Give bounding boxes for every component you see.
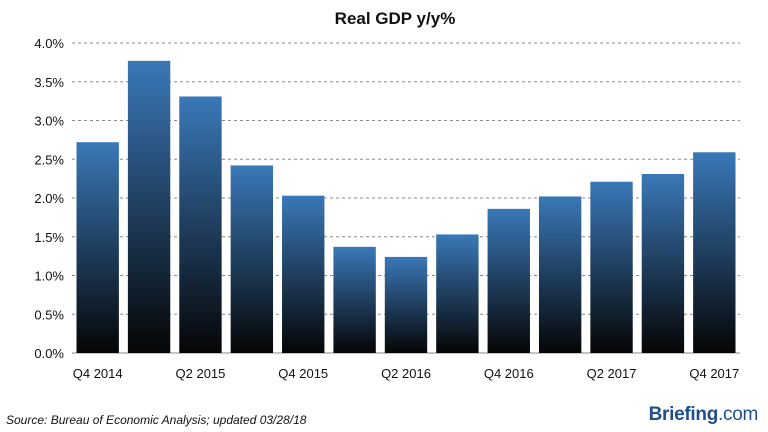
brand-main: Briefing bbox=[648, 404, 719, 425]
x-tick-label: Q4 2014 bbox=[73, 366, 123, 381]
bar: Q3 2015 bbox=[230, 165, 274, 353]
y-tick-label: 0.0% bbox=[34, 346, 64, 361]
bar: Q1 2015 bbox=[127, 60, 171, 353]
y-tick-label: 0.5% bbox=[34, 307, 64, 322]
bar: Q3 2016 bbox=[436, 234, 479, 353]
y-tick-label: 2.0% bbox=[34, 191, 64, 206]
x-tick-label: Q4 2017 bbox=[689, 366, 739, 381]
briefing-logo: Briefing.com bbox=[648, 404, 759, 426]
y-tick-label: 3.5% bbox=[34, 75, 64, 90]
y-tick-label: 3.0% bbox=[34, 114, 64, 129]
bar: Q2 2015 bbox=[179, 96, 222, 353]
y-tick-label: 2.5% bbox=[34, 152, 64, 167]
bar: Q1 2016 bbox=[333, 246, 376, 353]
y-tick-label: 1.5% bbox=[34, 230, 64, 245]
x-tick-label: Q2 2017 bbox=[587, 366, 637, 381]
x-tick-label: Q2 2016 bbox=[381, 366, 431, 381]
source-note: Source: Bureau of Economic Analysis; upd… bbox=[6, 413, 307, 427]
x-axis: Q4 2014 Q2 2015 Q4 2015 Q2 2016 Q4 2016 Q2 20… bbox=[73, 366, 739, 381]
bar: Q4 2017 bbox=[693, 152, 736, 353]
x-tick-label: Q4 2015 bbox=[278, 366, 328, 381]
bar: Q4 2015 bbox=[282, 195, 325, 353]
x-tick-label: Q4 2016 bbox=[484, 366, 534, 381]
bar: Q1 2017 bbox=[538, 196, 582, 353]
bar: Q4 2016 bbox=[487, 208, 530, 353]
y-axis: 0.0% 0.5% 1.0% 1.5% 2.0% 2.5% 3.0% 3.5% 4.0% bbox=[34, 36, 64, 361]
bar: Q2 2016 bbox=[384, 256, 428, 353]
y-tick-label: 1.0% bbox=[34, 269, 64, 284]
y-tick-label: 4.0% bbox=[34, 36, 64, 51]
bar: Q4 2014 bbox=[76, 142, 119, 353]
x-tick-label: Q2 2015 bbox=[176, 366, 226, 381]
bar: Q3 2017 bbox=[641, 173, 685, 353]
gdp-bar-chart: Real GDP y/y% 0.0% 0.5% 1.0% 1.5% 2.0% 2.5% 3.… bbox=[34, 9, 740, 381]
bar: Q2 2017 bbox=[590, 181, 633, 353]
brand-suffix: .com bbox=[718, 404, 758, 425]
chart-title: Real GDP y/y% bbox=[335, 9, 456, 28]
